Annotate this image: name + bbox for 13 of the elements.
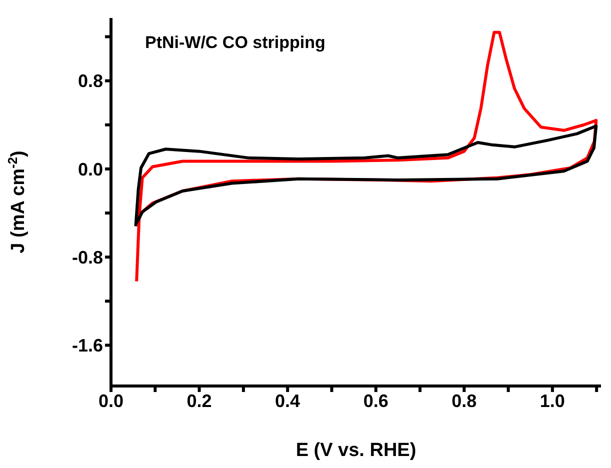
y-tick-label: -0.8 <box>72 247 103 268</box>
x-tick-label: 0.0 <box>98 390 124 411</box>
y-tick-label: 0.8 <box>78 71 103 92</box>
annotation: PtNi-W/C CO stripping <box>145 33 326 53</box>
x-tick-label: 1.0 <box>540 390 565 411</box>
x-tick-label: 0.6 <box>363 390 388 411</box>
x-tick-label: 0.8 <box>452 390 477 411</box>
x-axis-title: E (V vs. RHE) <box>296 440 416 461</box>
y-tick-label: 0.0 <box>78 159 103 180</box>
x-tick-label: 0.4 <box>275 390 300 411</box>
line-series <box>134 124 598 228</box>
x-tick-label: 0.2 <box>186 390 212 411</box>
y-tick-label: -1.6 <box>72 336 103 356</box>
